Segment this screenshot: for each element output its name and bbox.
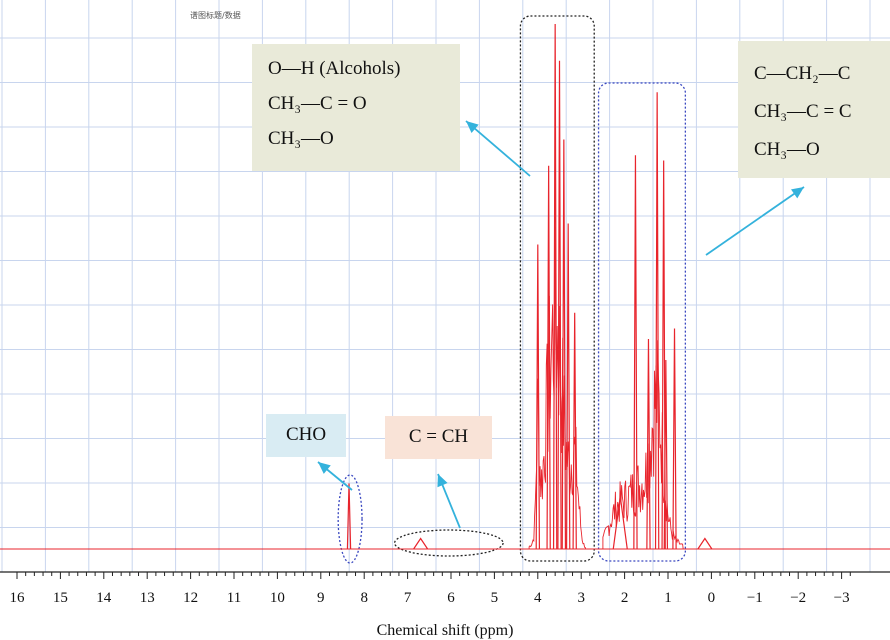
annotation-arrowhead (437, 474, 448, 488)
x-tick-label: 8 (360, 590, 368, 606)
x-tick-label: 1 (664, 590, 672, 606)
x-tick-label: 9 (317, 590, 325, 606)
region-marker-aldehyde (337, 474, 363, 564)
region-marker-olefin (393, 529, 504, 557)
peak-envelope (528, 226, 586, 550)
peak (646, 338, 651, 550)
region-marker-alcohols (519, 15, 595, 562)
annotation-arrow (705, 186, 805, 256)
peak-envelope (602, 340, 684, 550)
peak (346, 483, 352, 550)
x-tick-label: 14 (96, 590, 112, 606)
annotation-arrow (465, 120, 531, 177)
annotation-alcohols: O—H (Alcohols) CH₃—C = O CH₃—O (252, 44, 460, 171)
x-tick-label: 13 (140, 590, 155, 606)
annotation-aliphatic: C—CH₂—C CH₃—C = C CH₃—O (738, 41, 890, 178)
annotation-arrowhead (791, 187, 804, 199)
annotation-line: CH₃—C = C (754, 101, 852, 122)
x-tick-label: −2 (790, 590, 806, 606)
x-tick-label: 3 (577, 590, 585, 606)
x-tick-label: 4 (534, 590, 542, 606)
x-axis-label: Chemical shift (ppm) (376, 622, 514, 639)
annotation-line: O—H (Alcohols) (268, 58, 401, 79)
annotation-olefin: C = CH (385, 416, 492, 459)
annotation-line: CH₃—O (754, 139, 820, 160)
peak (654, 92, 660, 550)
spectrum-peaks (346, 23, 713, 550)
x-tick-label: 0 (708, 590, 716, 606)
x-tick-label: 16 (10, 590, 26, 606)
region-marker-aliphatic (597, 82, 687, 562)
peak (633, 155, 638, 550)
peak (697, 537, 713, 550)
annotation-aldehyde: CHO (266, 414, 346, 457)
annotation-arrowhead (466, 121, 479, 133)
x-tick-label: 12 (183, 590, 198, 606)
x-tick-label: 6 (447, 590, 455, 606)
annotation-arrowhead (318, 462, 331, 474)
peak (565, 223, 571, 550)
x-tick-label: −3 (834, 590, 850, 606)
x-tick-label: −1 (747, 590, 763, 606)
annotation-line: C = CH (408, 426, 469, 447)
x-tick-label: 5 (491, 590, 499, 606)
header-text: 谱图标题/数据 (190, 11, 241, 20)
annotation-line: CHO (285, 424, 327, 445)
x-tick-label: 15 (53, 590, 68, 606)
region-markers (337, 15, 687, 564)
annotation-line: CH₃—C = O (268, 93, 367, 114)
peak (672, 328, 677, 550)
annotation-arrows (317, 120, 805, 529)
peak (413, 537, 429, 550)
x-tick-label: 10 (270, 590, 285, 606)
x-axis: 16 15 14 13 12 11 10 9 8 7 6 5 4 3 2 1 0 −1 −2 −3 (0, 571, 890, 606)
x-tick-label: 7 (404, 590, 412, 606)
x-tick-label: 11 (227, 590, 241, 606)
x-tick-label: 2 (621, 590, 629, 606)
peak (663, 359, 669, 550)
annotation-line: CH₃—O (268, 128, 334, 149)
annotation-line: C—CH₂—C (754, 63, 851, 84)
